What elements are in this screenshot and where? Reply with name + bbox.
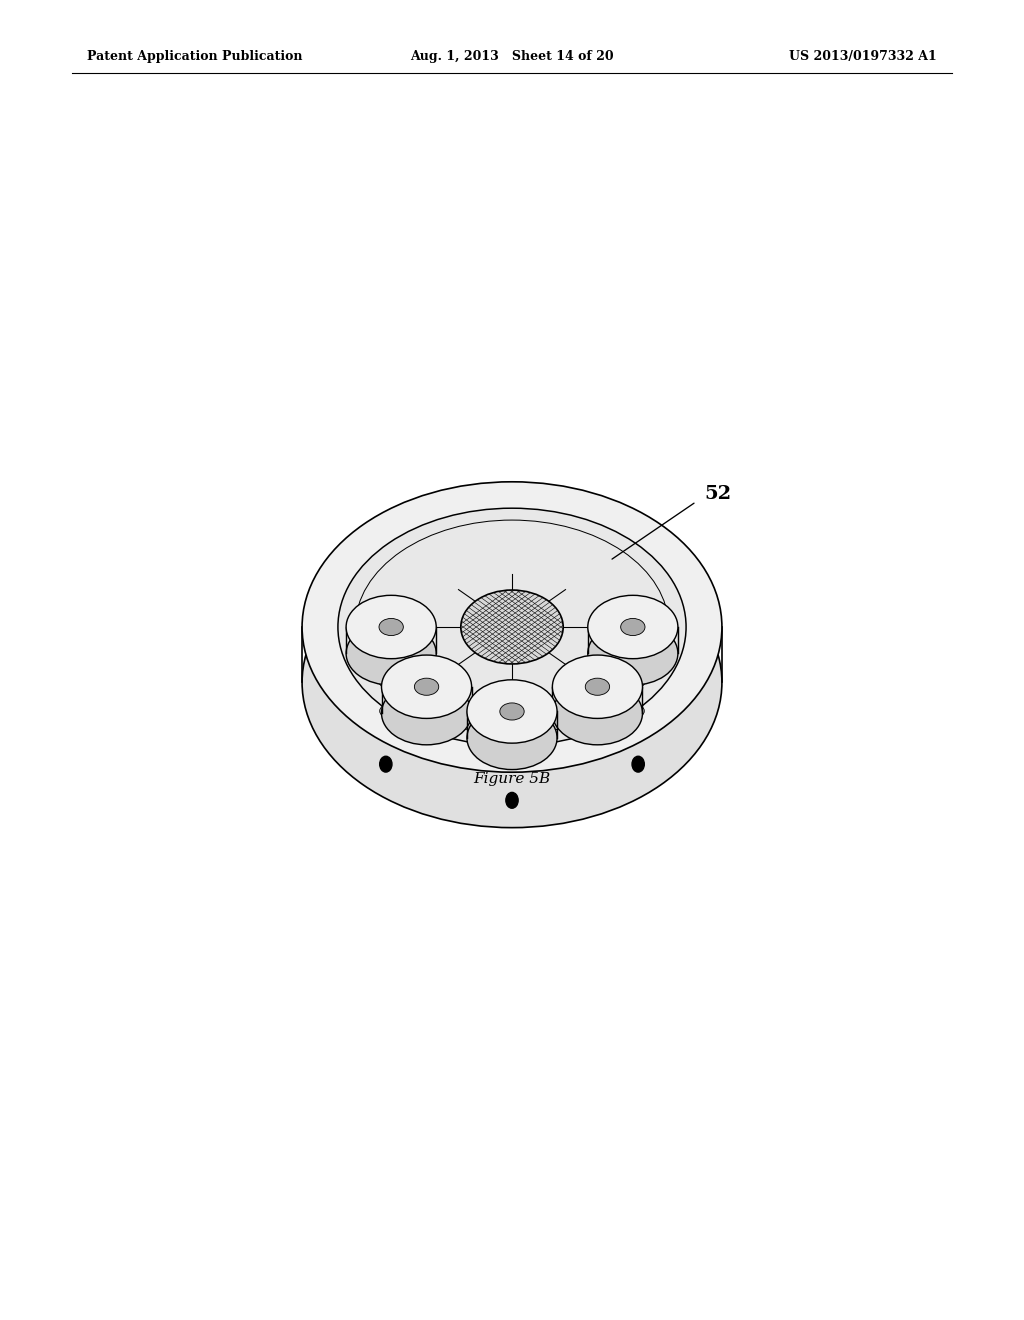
- Ellipse shape: [467, 680, 557, 743]
- Ellipse shape: [302, 482, 722, 772]
- Text: Figure 5B: Figure 5B: [473, 772, 551, 787]
- Circle shape: [632, 756, 644, 772]
- Ellipse shape: [415, 558, 438, 576]
- Ellipse shape: [626, 705, 644, 718]
- Ellipse shape: [586, 558, 609, 576]
- Ellipse shape: [552, 536, 642, 599]
- Ellipse shape: [552, 681, 642, 744]
- Ellipse shape: [382, 655, 472, 718]
- Circle shape: [506, 792, 518, 808]
- Ellipse shape: [338, 508, 686, 746]
- Ellipse shape: [382, 562, 472, 626]
- Ellipse shape: [588, 622, 678, 685]
- Text: 52: 52: [705, 484, 731, 503]
- Ellipse shape: [586, 678, 609, 696]
- Ellipse shape: [346, 595, 436, 659]
- Ellipse shape: [346, 622, 436, 685]
- Text: US 2013/0197332 A1: US 2013/0197332 A1: [790, 50, 937, 63]
- Ellipse shape: [552, 562, 642, 626]
- Ellipse shape: [379, 619, 403, 635]
- Ellipse shape: [382, 536, 472, 599]
- Ellipse shape: [382, 681, 472, 744]
- Ellipse shape: [380, 705, 398, 718]
- Ellipse shape: [467, 511, 557, 574]
- Circle shape: [380, 756, 392, 772]
- Ellipse shape: [621, 619, 645, 635]
- Ellipse shape: [503, 739, 521, 752]
- Ellipse shape: [552, 655, 642, 718]
- Ellipse shape: [500, 704, 524, 719]
- Ellipse shape: [500, 535, 524, 550]
- Ellipse shape: [461, 590, 563, 664]
- Ellipse shape: [467, 706, 557, 770]
- Text: Aug. 1, 2013   Sheet 14 of 20: Aug. 1, 2013 Sheet 14 of 20: [411, 50, 613, 63]
- Ellipse shape: [467, 537, 557, 601]
- Ellipse shape: [302, 537, 722, 828]
- Ellipse shape: [588, 595, 678, 659]
- Ellipse shape: [415, 678, 438, 696]
- Text: Patent Application Publication: Patent Application Publication: [87, 50, 302, 63]
